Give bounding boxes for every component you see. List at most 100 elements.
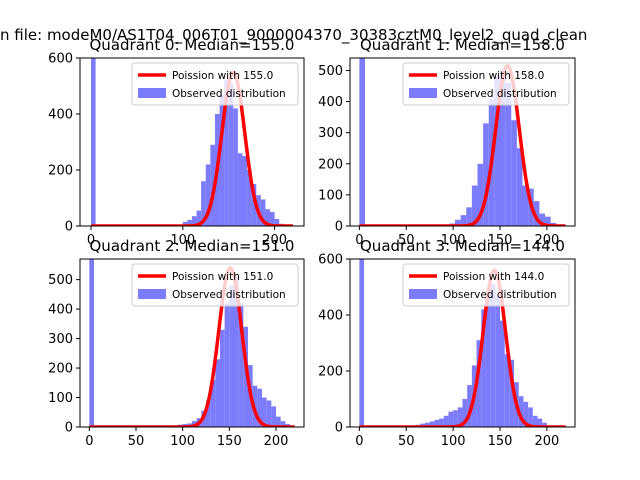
quadrant-0-axes-frame xyxy=(79,57,305,227)
quadrant-3-hist-bar xyxy=(457,407,463,427)
quadrant-0-xtick-label: 200 xyxy=(262,233,287,248)
quadrant-0-zero-bar xyxy=(91,58,96,226)
quadrant-3-xtick-label: 200 xyxy=(534,434,559,449)
quadrant-2-ytick-label: 100 xyxy=(48,391,73,406)
quadrant-3-xtick-label: 50 xyxy=(398,434,415,449)
quadrant-1-hist-bar xyxy=(545,216,551,226)
quadrant-1-ytick-label: 200 xyxy=(318,157,343,172)
quadrant-3-axes-frame xyxy=(349,258,576,428)
quadrant-1-xtick-label: 0 xyxy=(355,233,363,248)
quadrant-1-ytick-label: 300 xyxy=(318,126,343,141)
quadrant-3-hist-bar xyxy=(542,422,547,427)
quadrant-0-hist-bar xyxy=(265,209,271,226)
quadrant-2-hist-bar xyxy=(206,400,211,427)
quadrant-1-ytick-label: 0 xyxy=(335,220,343,235)
quadrant-2-ytick-label: 300 xyxy=(48,332,73,347)
quadrant-3-hist-bar xyxy=(523,401,529,427)
quadrant-1-hist-bar xyxy=(460,215,467,226)
quadrant-0-hist-bar xyxy=(201,181,206,226)
quadrant-1-xtick-label: 150 xyxy=(488,233,513,248)
quadrant-3-hist-bar xyxy=(500,320,505,427)
quadrant-2-xtick-label: 150 xyxy=(217,434,242,449)
quadrant-0-hist-bar xyxy=(233,108,238,226)
quadrant-3-hist-bar xyxy=(439,418,444,427)
quadrant-3-hist-bar xyxy=(448,411,454,427)
quadrant-2-hist-bar xyxy=(276,416,281,427)
quadrant-0-plot: 0 100 200 0 200 400 600 Quadrant 0: Median=155.… xyxy=(48,36,305,248)
quadrant-3-hist-bar xyxy=(532,415,538,427)
quadrant-3-legend-observed-label: Observed distribution xyxy=(443,289,557,301)
quadrant-1-hist-bar xyxy=(471,185,478,226)
quadrant-3-xtick-label: 150 xyxy=(488,434,513,449)
quadrant-1-legend-observed-swatch xyxy=(409,88,437,98)
quadrant-0-ytick-label: 600 xyxy=(48,52,73,67)
quadrant-0-title: Quadrant 0: Median=155.0 xyxy=(90,36,295,54)
quadrant-0-hist-bar xyxy=(210,144,215,226)
quadrant-1-hist-bar xyxy=(466,207,472,226)
quadrant-1-hist-bar xyxy=(477,163,484,226)
quadrant-3-hist-bar xyxy=(467,385,472,427)
quadrant-1-hist-bar xyxy=(505,82,512,226)
quadrant-0-legend-box xyxy=(131,62,299,106)
quadrant-0-hist-bar xyxy=(224,80,229,226)
quadrant-2-hist-bar xyxy=(243,326,248,427)
quadrant-2-ytick-label: 400 xyxy=(48,303,73,318)
quadrant-0-legend-poisson-label: Poission with 155.0 xyxy=(172,70,273,82)
quadrant-2-hist-bar xyxy=(234,276,239,427)
quadrant-1-xtick-label: 200 xyxy=(534,233,559,248)
quadrant-0-ytick-label: 0 xyxy=(65,220,73,235)
quadrant-0-legend-observed-swatch xyxy=(138,88,166,98)
quadrant-0-hist-bar xyxy=(219,94,225,226)
quadrant-3-hist-bar xyxy=(476,340,482,427)
quadrant-1-legend-observed-label: Observed distribution xyxy=(443,88,557,100)
quadrant-3-legend: Poission with 144.0 Observed distribution xyxy=(402,263,570,307)
quadrant-2-title: Quadrant 2: Median=151.0 xyxy=(90,237,295,255)
quadrant-1-legend-poisson-label: Poission with 158.0 xyxy=(443,70,544,82)
quadrant-2-hist-bar xyxy=(220,329,225,427)
quadrant-3-legend-observed-swatch xyxy=(409,289,437,299)
quadrant-2-legend-observed-swatch xyxy=(138,289,166,299)
quadrant-2-marks xyxy=(88,259,296,427)
quadrant-2-hist-bar xyxy=(210,379,216,427)
quadrant-1-legend: Poission with 158.0 Observed distribution xyxy=(402,62,570,106)
quadrant-3-hist-bar xyxy=(518,396,524,427)
quadrant-0-hist-bar xyxy=(205,164,211,226)
quadrant-3-hist-bar xyxy=(504,354,510,427)
quadrant-2-hist-bar xyxy=(262,397,267,427)
quadrant-3-marks xyxy=(358,259,567,427)
quadrant-2-ytick-label: 200 xyxy=(48,362,73,377)
quadrant-1-hist-bar xyxy=(533,201,540,226)
quadrant-1-legend-box xyxy=(402,62,570,106)
quadrant-2-hist-bar xyxy=(238,303,244,427)
quadrant-2-zero-bar xyxy=(89,259,94,427)
quadrant-3-hist-bar xyxy=(429,421,435,427)
quadrant-3-poisson-curve xyxy=(358,268,567,427)
quadrant-3-hist-bar xyxy=(453,410,458,427)
quadrant-1-ytick-label: 400 xyxy=(318,95,343,110)
quadrant-1-hist-bar xyxy=(494,76,500,226)
quadrant-1-xtick-label: 100 xyxy=(441,233,466,248)
quadrant-2-hist-bar xyxy=(257,388,262,427)
quadrant-0-hist-bar xyxy=(270,212,275,226)
quadrant-3-hist-bar xyxy=(485,292,491,427)
quadrant-3-legend-box xyxy=(402,263,570,307)
quadrant-2-ytick-label: 500 xyxy=(48,273,73,288)
quadrant-3-hist-bar xyxy=(490,284,496,427)
quadrant-3-hist-bar xyxy=(462,399,468,427)
quadrant-1-axes-frame xyxy=(349,57,576,227)
quadrant-1-hist-bar xyxy=(511,120,517,226)
quadrant-0-hist-bar xyxy=(196,210,202,226)
quadrant-3-plot: 0 50 100 150 200 0 200 400 600 Quadrant 3: Median… xyxy=(318,237,576,449)
quadrant-2-hist-bar xyxy=(280,421,286,427)
quadrant-2-ytick-label: 0 xyxy=(65,421,73,436)
quadrant-3-hist-bar xyxy=(537,418,543,427)
quadrant-3-hist-bar xyxy=(425,422,430,427)
quadrant-2-xtick-label: 200 xyxy=(264,434,289,449)
quadrant-1-ytick-label: 500 xyxy=(318,64,343,79)
quadrant-3-xtick-label: 0 xyxy=(355,434,363,449)
quadrant-2-legend-poisson-label: Poission with 151.0 xyxy=(172,271,273,283)
quadrant-3-ytick-label: 200 xyxy=(318,365,343,380)
quadrant-1-hist-bar xyxy=(483,123,489,226)
quadrant-0-hist-bar xyxy=(247,170,252,226)
